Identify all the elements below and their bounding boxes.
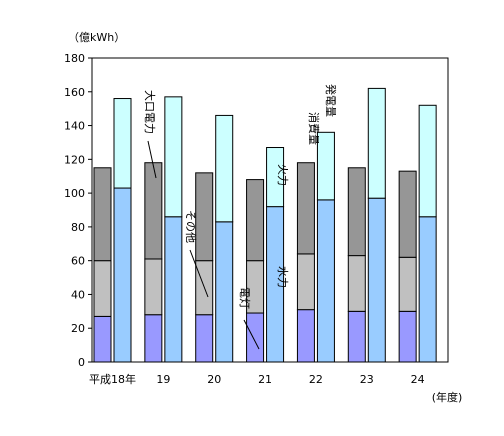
leader-lighting xyxy=(243,319,260,350)
annotations: 大口電力 その他 電灯 火力 水力 消費量 発電量 xyxy=(143,84,338,350)
bars-layer xyxy=(93,87,437,363)
annotation-large-power: 大口電力 xyxy=(143,90,157,134)
annotation-lighting: 電灯 xyxy=(238,287,251,309)
annotation-other: その他 xyxy=(184,210,197,243)
bar-segment-水力 xyxy=(367,197,386,363)
bar-segment-水力 xyxy=(418,216,437,363)
x-axis: 平成18年 19 20 21 22 23 24 xyxy=(89,372,425,386)
bar-segment-電灯 xyxy=(93,315,112,363)
bar-segment-火力 xyxy=(113,98,132,189)
y-tick-label: 100 xyxy=(64,187,85,200)
bar-segment-大口電力 xyxy=(195,172,214,262)
bar-segment-火力 xyxy=(316,131,335,201)
bar-segment-水力 xyxy=(164,216,183,363)
bar-segment-火力 xyxy=(367,87,386,199)
x-tick-label: 平成18年 xyxy=(89,372,136,386)
y-tick-label: 140 xyxy=(64,120,85,133)
annotation-thermal: 火力 xyxy=(276,164,289,186)
annotation-generation: 発電量 xyxy=(324,84,338,117)
bar-segment-火力 xyxy=(266,147,285,208)
x-tick-label: 19 xyxy=(156,373,170,386)
x-tick-label: 21 xyxy=(258,373,272,386)
y-tick-label: 40 xyxy=(71,288,85,301)
bar-segment-電灯 xyxy=(347,310,366,363)
bar-segment-大口電力 xyxy=(144,162,163,260)
x-tick-label: 24 xyxy=(411,373,425,386)
leader-large-power xyxy=(147,140,157,179)
bar-segment-水力 xyxy=(215,221,234,363)
bar-segment-その他 xyxy=(347,255,366,312)
bar-segment-大口電力 xyxy=(347,167,366,257)
bar-segment-その他 xyxy=(144,258,163,316)
bar-segment-火力 xyxy=(215,114,234,223)
y-unit-label: （億kWh） xyxy=(68,31,125,44)
annotation-hydro: 水力 xyxy=(276,266,289,288)
y-tick-label: 160 xyxy=(64,86,85,99)
y-tick-label: 60 xyxy=(71,255,85,268)
x-tick-label: 23 xyxy=(360,373,374,386)
y-tick-label: 80 xyxy=(71,221,85,234)
y-tick-label: 180 xyxy=(64,52,85,65)
y-tick-label: 0 xyxy=(78,356,85,369)
y-tick-label: 20 xyxy=(71,322,85,335)
y-axis: 0 20 40 60 80 100 120 140 160 180 xyxy=(64,52,92,369)
x-unit-label: (年度) xyxy=(432,390,463,404)
bar-segment-その他 xyxy=(93,260,112,317)
x-tick-label: 22 xyxy=(309,373,323,386)
bar-segment-電灯 xyxy=(246,312,265,363)
y-tick-label: 120 xyxy=(64,153,85,166)
bar-segment-その他 xyxy=(398,256,417,312)
bar-segment-電灯 xyxy=(195,314,214,363)
bar-segment-大口電力 xyxy=(296,162,315,255)
bar-segment-電灯 xyxy=(398,310,417,363)
bar-segment-その他 xyxy=(296,253,315,311)
annotation-consumption: 消費量 xyxy=(307,112,321,145)
bar-segment-大口電力 xyxy=(398,170,417,258)
bar-segment-水力 xyxy=(113,187,132,363)
bar-segment-火力 xyxy=(418,104,437,218)
bar-segment-火力 xyxy=(164,96,183,218)
bar-segment-大口電力 xyxy=(246,179,265,262)
bar-segment-電灯 xyxy=(144,314,163,363)
x-tick-label: 20 xyxy=(207,373,221,386)
bar-segment-大口電力 xyxy=(93,167,112,262)
bar-segment-電灯 xyxy=(296,309,315,363)
bar-segment-水力 xyxy=(316,199,335,363)
leader-other xyxy=(189,249,209,298)
